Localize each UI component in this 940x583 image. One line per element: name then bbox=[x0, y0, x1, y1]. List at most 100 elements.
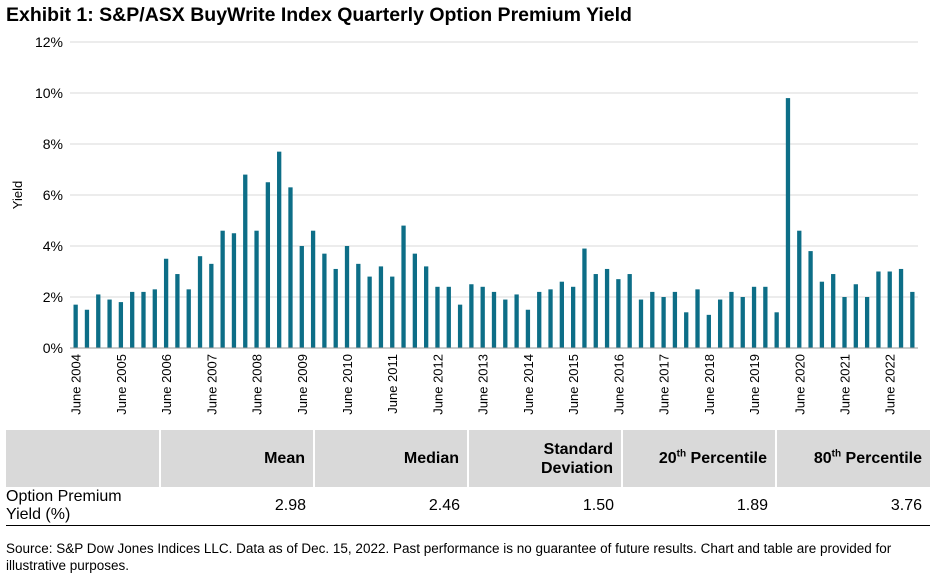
bar bbox=[243, 174, 248, 348]
header-p80-number: 80 bbox=[813, 450, 832, 467]
bar bbox=[650, 291, 655, 348]
bar bbox=[627, 274, 632, 348]
cell-standard-deviation: 1.50 bbox=[468, 487, 622, 526]
x-tick-label: June 2020 bbox=[792, 354, 807, 415]
bar bbox=[480, 286, 485, 348]
bar bbox=[593, 274, 598, 348]
x-tick-label: June 2022 bbox=[883, 354, 898, 415]
bar bbox=[209, 263, 214, 348]
bar bbox=[898, 268, 904, 348]
cell-mean: 2.98 bbox=[160, 487, 314, 526]
header-80th-percentile: 80th Percentile bbox=[775, 430, 930, 487]
header-median: Median bbox=[313, 430, 468, 487]
bar bbox=[717, 299, 723, 348]
y-tick-label: 6% bbox=[43, 187, 63, 203]
bar bbox=[141, 291, 146, 348]
bar bbox=[740, 297, 745, 348]
bar bbox=[265, 182, 271, 348]
bar bbox=[525, 309, 531, 348]
header-std-line2: Deviation bbox=[540, 459, 613, 477]
bar bbox=[299, 246, 304, 348]
bar bbox=[231, 233, 237, 348]
bar bbox=[130, 291, 135, 348]
y-tick-label: 0% bbox=[43, 340, 63, 356]
bar bbox=[491, 291, 497, 348]
bar bbox=[96, 294, 101, 348]
y-tick-label: 10% bbox=[35, 85, 63, 101]
x-tick-label: June 2005 bbox=[114, 354, 129, 415]
bar bbox=[695, 289, 700, 348]
chart-title: Exhibit 1: S&P/ASX BuyWrite Index Quarte… bbox=[6, 4, 632, 26]
bar bbox=[864, 297, 870, 348]
cell-80th-percentile: 3.76 bbox=[776, 487, 930, 526]
bar bbox=[537, 291, 542, 348]
bar bbox=[751, 286, 757, 348]
x-tick-label: June 2021 bbox=[838, 354, 853, 415]
row-label-line2: Yield (%) bbox=[6, 506, 71, 523]
table-row: Option Premium Yield (%) 2.98 2.46 1.50 1… bbox=[6, 487, 930, 526]
bar bbox=[310, 230, 316, 348]
bar bbox=[661, 297, 666, 348]
bar bbox=[322, 253, 327, 348]
x-tick-label: June 2010 bbox=[340, 354, 355, 415]
bar bbox=[729, 291, 734, 348]
bar bbox=[401, 225, 406, 348]
x-tick-label: June 2018 bbox=[702, 354, 717, 415]
y-axis-label: Yield bbox=[10, 181, 25, 209]
bar bbox=[435, 286, 440, 348]
bar bbox=[152, 289, 157, 348]
bar bbox=[808, 251, 813, 348]
x-tick-label: June 2019 bbox=[747, 354, 762, 415]
header-mean: Mean bbox=[159, 430, 314, 487]
x-tick-label: June 2007 bbox=[204, 354, 219, 415]
bar bbox=[344, 246, 350, 348]
x-tick-label: June 2015 bbox=[566, 354, 581, 415]
header-20th-percentile: 20th Percentile bbox=[621, 430, 776, 487]
header-empty bbox=[6, 430, 160, 487]
bar bbox=[785, 98, 791, 348]
x-tick-label: June 2017 bbox=[657, 354, 672, 415]
bar bbox=[73, 304, 78, 348]
header-p80-word: Percentile bbox=[845, 450, 922, 467]
bar bbox=[367, 276, 372, 348]
bar bbox=[163, 258, 169, 348]
bar bbox=[514, 294, 519, 348]
bar bbox=[763, 286, 768, 348]
bar bbox=[457, 304, 463, 348]
bar bbox=[390, 276, 395, 348]
header-p80-suffix: th bbox=[831, 448, 842, 460]
source-note: Source: S&P Dow Jones Indices LLC. Data … bbox=[6, 541, 892, 573]
bar bbox=[638, 299, 644, 348]
bar bbox=[842, 297, 847, 348]
bar bbox=[84, 309, 90, 348]
bar bbox=[424, 266, 429, 348]
bar bbox=[672, 291, 678, 348]
y-tick-label: 12% bbox=[35, 34, 63, 50]
bar bbox=[197, 256, 203, 348]
header-p20-number: 20 bbox=[658, 450, 677, 467]
bar bbox=[887, 271, 892, 348]
row-label-option-premium-yield: Option Premium Yield (%) bbox=[6, 487, 160, 526]
bar bbox=[774, 312, 779, 348]
bar bbox=[548, 289, 553, 348]
bar bbox=[333, 268, 338, 348]
bar bbox=[853, 284, 858, 348]
bar-chart: 0% 2% 4% 6% 8% 10% 12% Yield June 2004 June 2005 J… bbox=[10, 34, 918, 415]
bar bbox=[570, 286, 576, 348]
bar bbox=[469, 284, 474, 348]
x-tick-label: June 2014 bbox=[521, 354, 536, 415]
y-tick-label: 8% bbox=[43, 136, 63, 152]
bar bbox=[876, 271, 881, 348]
bar bbox=[412, 253, 418, 348]
x-tick-label: June 2012 bbox=[430, 354, 445, 415]
bar bbox=[910, 291, 915, 348]
bar bbox=[819, 281, 825, 348]
bar bbox=[503, 299, 508, 348]
x-tick-label: June 2009 bbox=[295, 354, 310, 415]
bar bbox=[684, 312, 689, 348]
x-tick-label: June 2004 bbox=[69, 354, 84, 415]
header-p20-suffix: th bbox=[676, 448, 687, 460]
statistics-table: Mean Median Standard Deviation 20th Perce… bbox=[6, 430, 930, 526]
x-tick-label: June 2016 bbox=[611, 354, 626, 415]
bar bbox=[446, 286, 451, 348]
